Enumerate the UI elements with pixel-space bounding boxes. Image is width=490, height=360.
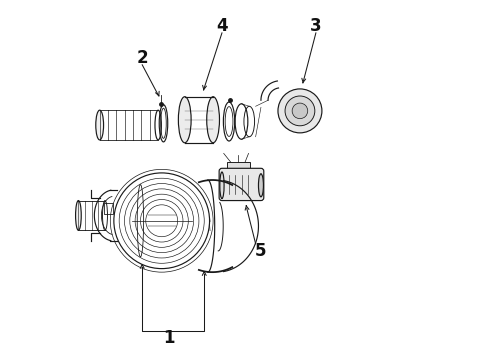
Text: 1: 1: [163, 329, 174, 347]
Ellipse shape: [292, 103, 308, 119]
Text: 4: 4: [216, 17, 228, 35]
Ellipse shape: [178, 97, 191, 143]
FancyBboxPatch shape: [227, 162, 250, 171]
Text: 3: 3: [310, 17, 322, 35]
FancyBboxPatch shape: [219, 168, 264, 201]
Ellipse shape: [96, 110, 103, 140]
Ellipse shape: [220, 172, 224, 199]
Ellipse shape: [285, 96, 315, 126]
Ellipse shape: [207, 97, 220, 143]
Text: 2: 2: [136, 49, 148, 67]
Ellipse shape: [75, 201, 81, 230]
Text: 5: 5: [255, 242, 267, 260]
Ellipse shape: [278, 89, 322, 133]
Ellipse shape: [258, 174, 264, 197]
